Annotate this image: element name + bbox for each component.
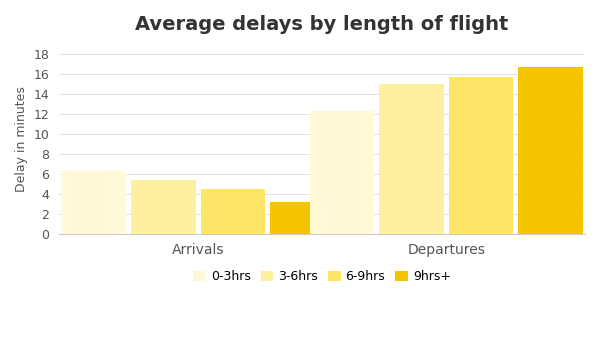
Bar bbox=[379, 84, 443, 234]
Bar bbox=[200, 189, 265, 234]
Bar bbox=[131, 180, 196, 234]
Bar bbox=[270, 202, 334, 234]
Bar bbox=[449, 77, 513, 234]
Bar bbox=[518, 67, 583, 234]
Bar bbox=[310, 111, 374, 234]
Title: Average delays by length of flight: Average delays by length of flight bbox=[136, 15, 509, 34]
Y-axis label: Delay in minutes: Delay in minutes bbox=[15, 86, 28, 192]
Bar bbox=[62, 171, 126, 234]
Legend: 0-3hrs, 3-6hrs, 6-9hrs, 9hrs+: 0-3hrs, 3-6hrs, 6-9hrs, 9hrs+ bbox=[188, 265, 456, 288]
